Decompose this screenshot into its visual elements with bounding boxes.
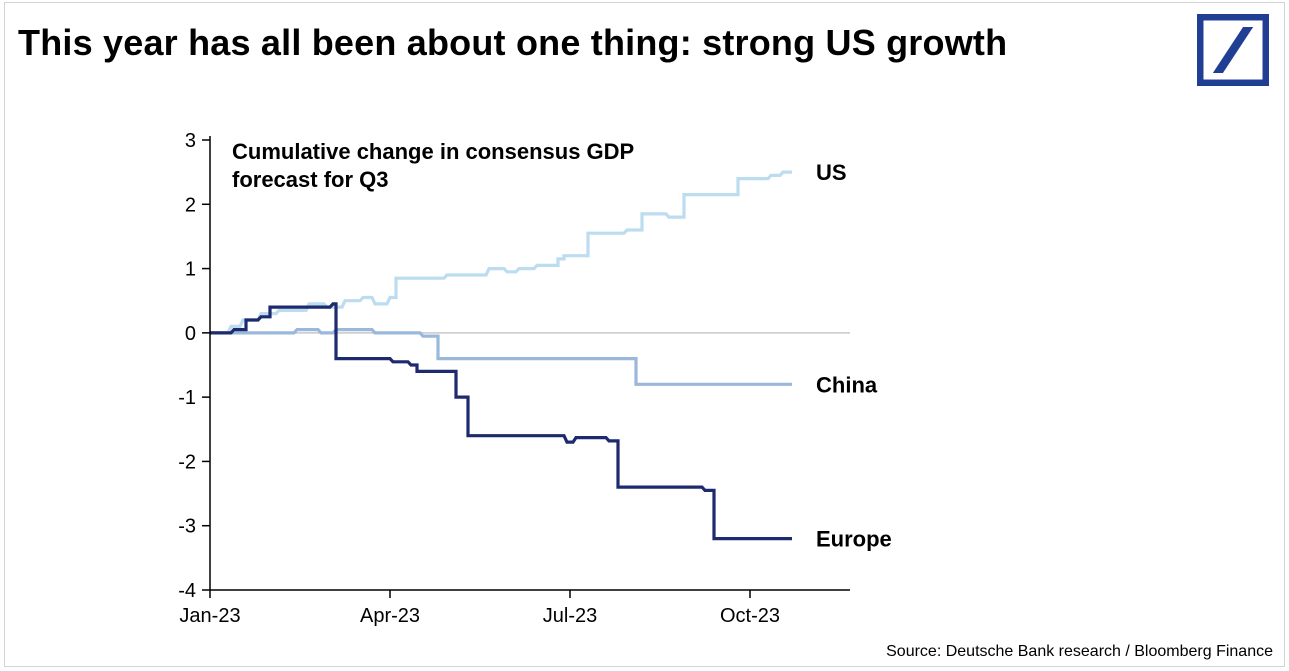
page-title: This year has all been about one thing: … (18, 22, 1007, 64)
series-china (210, 330, 792, 385)
y-tick-label: 3 (185, 130, 196, 152)
source-label: Source: Deutsche Bank research / Bloombe… (886, 643, 1273, 661)
x-tick-label: Apr-23 (360, 605, 420, 627)
deutsche-bank-icon (1197, 14, 1269, 86)
y-tick-label: 0 (185, 323, 196, 345)
x-tick-label: Oct-23 (720, 605, 780, 627)
y-tick-label: -3 (178, 516, 196, 538)
chart-svg: -4 -3 -2 -1 0 1 2 3 Jan-23 Apr-23 Jul-23 Oct-23 US Ch… (140, 120, 1020, 630)
y-tick-label: -4 (178, 580, 196, 602)
chart-subtitle: Cumulative change in consensus GDP forec… (232, 138, 652, 193)
y-tick-label: -2 (178, 451, 196, 473)
y-tick-label: 2 (185, 194, 196, 216)
x-tick-label: Jan-23 (179, 605, 240, 627)
series-europe (210, 304, 792, 539)
y-tick-label: -1 (178, 387, 196, 409)
series-us (210, 172, 792, 333)
brand-logo (1197, 14, 1269, 86)
series-label-china: China (816, 372, 878, 397)
x-tick-label: Jul-23 (543, 605, 597, 627)
series-label-europe: Europe (816, 527, 892, 552)
series-label-us: US (816, 160, 847, 185)
y-tick-label: 1 (185, 259, 196, 281)
chart-plot: -4 -3 -2 -1 0 1 2 3 Jan-23 Apr-23 Jul-23 Oct-23 US Ch… (140, 120, 1020, 630)
